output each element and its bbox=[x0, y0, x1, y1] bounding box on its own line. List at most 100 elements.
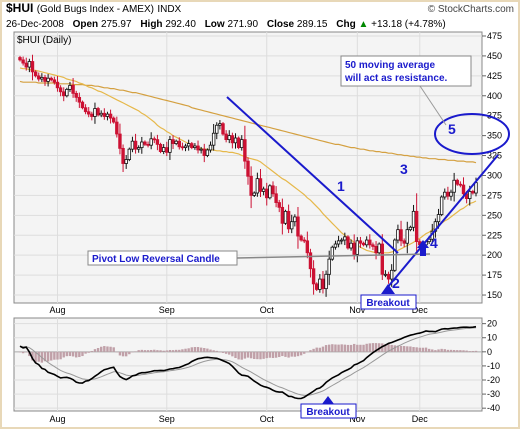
candle-body bbox=[30, 61, 35, 73]
macd-hist-bar bbox=[196, 347, 200, 352]
macd-line bbox=[19, 325, 477, 400]
macd-breakout-frame bbox=[300, 403, 357, 419]
macd-hist-bar bbox=[402, 346, 406, 352]
chg-value: +13.18 (+4.78%) bbox=[371, 19, 446, 30]
macd-y-axis: -40 -30 -20 -10 0 10 20 bbox=[482, 319, 500, 413]
candle-body bbox=[343, 236, 347, 241]
macd-hist-bar bbox=[456, 350, 459, 352]
macd-hist-bar bbox=[315, 347, 318, 352]
candle-body bbox=[265, 188, 269, 199]
macd-hist-bar bbox=[68, 351, 72, 357]
macd-hist-bar bbox=[437, 349, 440, 352]
candle-body bbox=[377, 243, 381, 254]
candle-body bbox=[177, 140, 181, 148]
candle-body bbox=[408, 226, 413, 231]
candle-body bbox=[452, 179, 456, 193]
resistance-pointer bbox=[419, 85, 447, 126]
price-y-tick-label: 175 bbox=[487, 270, 502, 280]
macd-hist-bar bbox=[187, 348, 190, 352]
wave4-arrow-stem bbox=[420, 248, 426, 256]
candle-body bbox=[52, 79, 57, 83]
candle-body bbox=[93, 108, 97, 117]
macd-hist-bar bbox=[318, 347, 322, 352]
macd-hist-bar bbox=[446, 349, 450, 352]
macd-hist-bar bbox=[393, 345, 396, 352]
candle-body bbox=[18, 57, 22, 61]
macd-hist-bar bbox=[218, 351, 222, 353]
macd-hist-bar bbox=[56, 351, 59, 360]
macd-hist-bar bbox=[131, 351, 134, 353]
price-y-tick-label: 200 bbox=[487, 250, 502, 260]
candle-body bbox=[202, 148, 206, 156]
resistance-trendline bbox=[226, 96, 399, 254]
macd-hist-bar bbox=[25, 351, 28, 353]
macd-hist-bar bbox=[209, 349, 212, 352]
macd-hist-bar bbox=[237, 351, 240, 360]
macd-hist-bar bbox=[377, 343, 381, 352]
macd-breakout-text: Breakout bbox=[306, 407, 350, 418]
candle-body bbox=[183, 145, 188, 148]
candle-body bbox=[149, 138, 153, 146]
candle-body bbox=[90, 113, 94, 117]
macd-hist-bar bbox=[324, 345, 328, 352]
macd-hist-bar bbox=[459, 350, 462, 352]
candle-body bbox=[339, 239, 344, 242]
candle-body bbox=[224, 133, 228, 141]
macd-hist-bar bbox=[343, 344, 347, 352]
candle-body bbox=[252, 192, 256, 196]
macd-hist-bar bbox=[46, 351, 50, 362]
candle-body bbox=[321, 278, 325, 290]
candle-body bbox=[249, 175, 253, 196]
candle-body bbox=[311, 268, 316, 285]
wave-label-3: 3 bbox=[400, 161, 408, 177]
macd-hist-bar bbox=[418, 347, 421, 352]
macd-hist-bar bbox=[434, 350, 437, 352]
candle-body bbox=[87, 111, 91, 115]
candle-body bbox=[449, 191, 453, 197]
macd-hist-bar bbox=[390, 344, 393, 352]
macd-month-label: Aug bbox=[49, 414, 65, 424]
macd-hist-bar bbox=[449, 349, 453, 352]
macd-hist-bar bbox=[53, 351, 56, 360]
candle-body bbox=[71, 85, 75, 94]
price-y-tick-label: 475 bbox=[487, 31, 502, 41]
exchange-label: INDX bbox=[157, 4, 181, 15]
candle-body bbox=[268, 185, 272, 199]
price-month-label: Sep bbox=[159, 305, 175, 315]
macd-hist-bar bbox=[31, 351, 34, 361]
resistance-note-text: 50 moving average will act as resistance… bbox=[344, 60, 448, 84]
candle-body bbox=[364, 239, 369, 246]
price-y-tick-label: 425 bbox=[487, 71, 502, 81]
candle-body bbox=[27, 61, 32, 68]
candle-body bbox=[318, 278, 322, 290]
macd-hist-bar bbox=[349, 344, 353, 352]
candle-body bbox=[102, 112, 107, 117]
breakout-frame bbox=[360, 294, 417, 310]
open-label: Open bbox=[73, 19, 99, 30]
macd-hist-bar bbox=[75, 351, 78, 358]
macd-hist-bar bbox=[471, 350, 475, 352]
price-panel: 1501752002252502753003253503754004254504… bbox=[13, 31, 510, 315]
price-x-axis: Aug Sep Oct Nov Dec bbox=[49, 305, 428, 315]
candle-body bbox=[230, 135, 235, 144]
candle-body bbox=[127, 148, 132, 160]
macd-hist-bar bbox=[87, 351, 90, 353]
candle-body bbox=[299, 235, 303, 241]
macd-hist-bar bbox=[281, 351, 284, 357]
macd-hist-bar bbox=[340, 344, 343, 352]
macd-hist-bar bbox=[374, 343, 378, 352]
resistance-ellipse bbox=[434, 113, 510, 155]
candle-body bbox=[161, 147, 166, 152]
macd-month-label: Oct bbox=[260, 414, 275, 424]
candle-body bbox=[305, 240, 310, 254]
candle-body bbox=[190, 143, 194, 148]
candle-body bbox=[208, 144, 213, 151]
candle-body bbox=[349, 242, 353, 249]
macd-hist-bar bbox=[309, 350, 312, 352]
candle-body bbox=[96, 108, 100, 116]
high-value: 292.40 bbox=[165, 19, 196, 30]
wave-label-5: 5 bbox=[448, 121, 456, 137]
macd-hist-bar bbox=[28, 351, 31, 357]
macd-hist-bar bbox=[396, 345, 400, 352]
candle-body bbox=[468, 191, 472, 199]
